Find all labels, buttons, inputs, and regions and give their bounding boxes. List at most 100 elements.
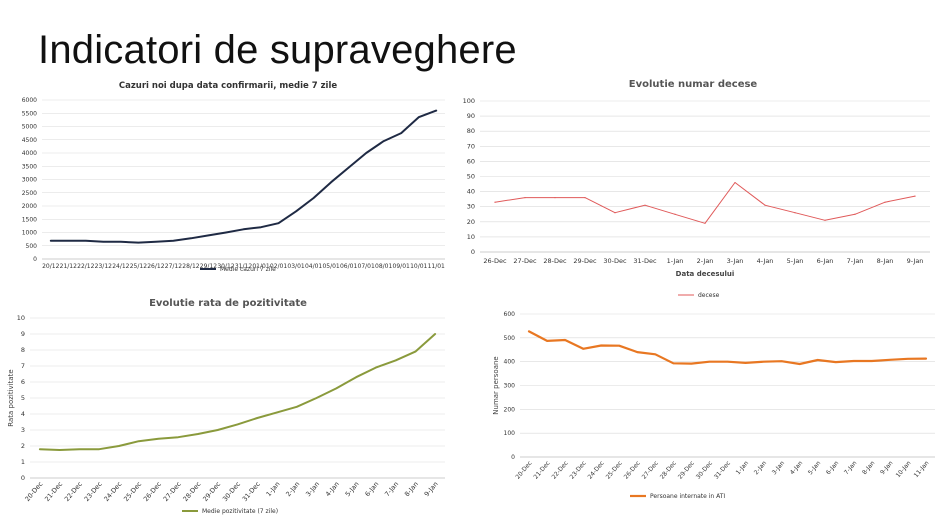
data-point <box>762 361 765 363</box>
data-point <box>690 362 693 365</box>
x-tick-label: 1-Jan <box>735 460 750 477</box>
x-tick-label: 11-Jan <box>913 460 931 479</box>
x-tick-label: 9-Jan <box>907 257 924 265</box>
x-tick-label: 4-Jan <box>789 460 804 477</box>
data-point <box>236 423 239 425</box>
data-point <box>296 406 298 408</box>
data-point <box>330 181 332 183</box>
y-tick-label: 4 <box>21 410 25 418</box>
series-line <box>38 333 437 451</box>
data-point <box>600 344 602 347</box>
data-point <box>137 241 139 244</box>
x-tick-label: 24-Dec <box>102 480 123 503</box>
y-tick-label: 2000 <box>22 203 37 210</box>
x-tick-label: 24-Dec <box>587 460 606 481</box>
y-tick-label: 0 <box>33 256 37 263</box>
x-tick-label: 22/12 <box>77 263 94 270</box>
x-tick-label: 5-Jan <box>344 480 361 498</box>
y-axis-label: Numar persoane <box>492 356 500 414</box>
data-point <box>672 362 674 364</box>
data-point <box>197 433 199 435</box>
x-tick-label: 31-Dec <box>713 460 732 481</box>
x-tick-label: 03/01 <box>287 263 304 270</box>
x-tick-label: 7-Jan <box>383 480 400 498</box>
x-tick-label: 29-Dec <box>677 460 696 481</box>
x-tick-label: 31-Dec <box>633 257 657 265</box>
x-tick-label: 2-Jan <box>753 460 768 477</box>
data-point <box>704 222 706 224</box>
data-point <box>584 197 586 199</box>
data-point <box>260 226 262 228</box>
data-point <box>375 367 377 369</box>
data-point <box>85 240 87 242</box>
x-tick-label: 8-Jan <box>403 480 420 498</box>
data-point <box>217 429 219 431</box>
data-point <box>78 448 81 450</box>
data-point <box>824 219 826 221</box>
data-point <box>546 340 548 342</box>
x-tick-label: 28-Dec <box>181 480 202 503</box>
data-point <box>277 222 280 224</box>
y-tick-label: 8 <box>21 346 25 354</box>
x-tick-label: 04/01 <box>305 263 322 270</box>
data-point <box>383 140 385 142</box>
data-point <box>618 345 620 347</box>
data-point <box>138 440 140 442</box>
data-point <box>172 240 175 242</box>
y-tick-label: 100 <box>463 97 475 105</box>
x-tick-label: 29-Dec <box>201 480 222 503</box>
y-tick-label: 9 <box>21 330 25 338</box>
data-point <box>564 339 566 341</box>
x-tick-label: 30/12 <box>217 263 234 270</box>
data-point <box>67 240 69 242</box>
y-tick-label: 3 <box>21 426 25 434</box>
data-point <box>614 212 616 214</box>
legend-label: Medie cazuri 7 zile <box>220 266 276 273</box>
data-point <box>98 448 100 450</box>
y-tick-label: 5 <box>21 394 25 402</box>
data-point <box>177 436 179 438</box>
y-tick-label: 0 <box>21 474 25 482</box>
data-point <box>414 351 416 353</box>
x-tick-label: 28/12 <box>182 263 199 270</box>
x-tick-label: 23-Dec <box>83 480 104 503</box>
x-tick-label: 01/01 <box>252 263 269 270</box>
data-point <box>365 152 367 154</box>
data-point <box>494 201 496 203</box>
y-tick-label: 10 <box>467 233 475 241</box>
data-point <box>644 204 646 206</box>
y-tick-label: 7 <box>21 362 25 370</box>
x-tick-label: 20-Dec <box>23 480 44 503</box>
data-point <box>781 360 783 362</box>
x-tick-label: 3-Jan <box>304 480 321 498</box>
data-point <box>889 359 891 361</box>
x-tick-label: 23/12 <box>95 263 112 270</box>
y-tick-label: 30 <box>467 203 475 211</box>
data-point <box>554 197 556 199</box>
y-tick-label: 80 <box>467 127 475 135</box>
data-point <box>120 241 122 243</box>
y-tick-label: 0 <box>511 454 515 461</box>
x-tick-label: 27-Dec <box>162 480 183 503</box>
y-tick-label: 0 <box>471 248 475 256</box>
y-tick-label: 100 <box>504 430 516 437</box>
x-tick-label: 29-Dec <box>573 257 597 265</box>
x-tick-label: 1-Jan <box>265 480 282 498</box>
data-point <box>355 376 357 378</box>
y-tick-label: 400 <box>504 359 516 366</box>
x-tick-label: 3-Jan <box>727 257 744 265</box>
x-tick-label: 21-Dec <box>43 480 64 503</box>
x-tick-label: 20/12 <box>42 263 59 270</box>
data-point <box>524 197 526 199</box>
x-tick-label: 09/01 <box>393 263 410 270</box>
x-tick-label: 27/12 <box>165 263 182 270</box>
data-point <box>528 330 530 332</box>
data-point <box>242 228 245 230</box>
x-tick-label: 31-Dec <box>241 480 262 503</box>
y-tick-label: 6 <box>21 378 25 386</box>
x-tick-label: 02/01 <box>270 263 287 270</box>
x-tick-label: 21/12 <box>60 263 77 270</box>
y-tick-label: 5500 <box>22 110 37 117</box>
y-tick-label: 40 <box>467 188 475 196</box>
legend-label: Persoane internate in ATI <box>650 493 725 500</box>
